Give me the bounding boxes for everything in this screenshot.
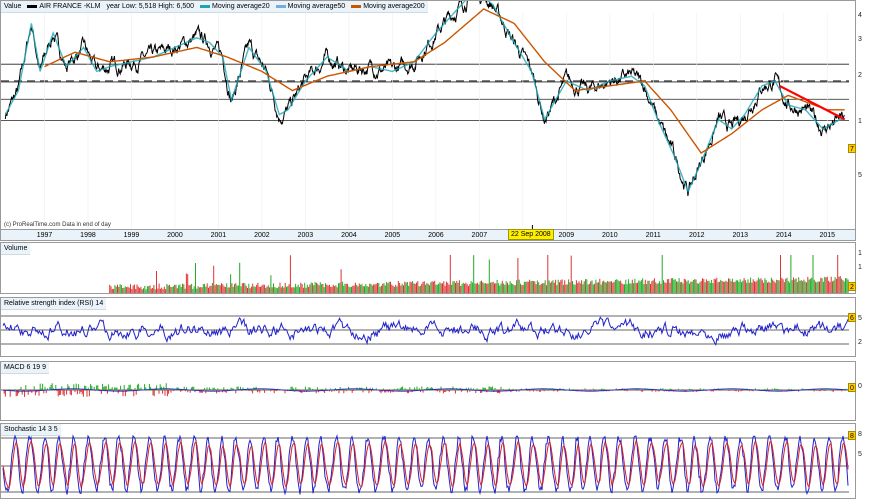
year-tick-6: 2003 bbox=[297, 232, 314, 239]
volume-bars-down bbox=[109, 255, 844, 293]
year-tick-4: 2001 bbox=[210, 232, 227, 239]
ma200-legend: Moving average200 bbox=[363, 3, 425, 10]
year-tick-3: 2000 bbox=[167, 232, 183, 239]
year-tick-9: 2006 bbox=[428, 232, 444, 239]
source-note: (c) ProRealTime.com Data in end of day bbox=[4, 222, 111, 228]
price-header: Value AIR FRANCE -KLM year Low: 5,518 Hi… bbox=[1, 1, 428, 13]
price-axis-2: 2 bbox=[858, 72, 862, 79]
stoch-badge: 8 bbox=[848, 431, 856, 440]
year-tick-10: 2007 bbox=[471, 232, 488, 239]
stoch-axis: 8 5 bbox=[856, 423, 880, 499]
volume-header: Volume bbox=[1, 243, 31, 255]
stoch-d-line bbox=[2, 440, 849, 489]
stoch-panel: Stochastic 14 3 5 bbox=[0, 423, 856, 499]
ma20-legend: Moving average20 bbox=[212, 3, 270, 10]
price-panel: Value AIR FRANCE -KLM year Low: 5,518 Hi… bbox=[0, 0, 856, 230]
rsi-axis-bottom: 2 bbox=[858, 339, 862, 346]
rsi-title: Relative strength index (RSI) 14 bbox=[4, 300, 104, 307]
price-axis-3: 3 bbox=[858, 36, 862, 43]
rsi-axis-top: 5 bbox=[858, 315, 862, 322]
ma20-line bbox=[4, 1, 845, 194]
year-tick-12: 2009 bbox=[558, 232, 575, 239]
year-tick-1: 1998 bbox=[80, 232, 96, 239]
price-line bbox=[4, 1, 845, 196]
stoch-axis-mid: 5 bbox=[858, 451, 862, 458]
year-tick-2: 1999 bbox=[123, 232, 140, 239]
volume-axis-mid: 1 bbox=[858, 264, 862, 271]
macd-title: MACD 6 19 9 bbox=[4, 364, 47, 371]
year-tick-17: 2014 bbox=[775, 232, 792, 239]
stoch-title: Stochastic 14 3 5 bbox=[4, 426, 58, 433]
macd-line bbox=[2, 388, 847, 392]
macd-plot[interactable] bbox=[1, 362, 856, 421]
ma200-line bbox=[44, 8, 845, 154]
year-tick-0: 1997 bbox=[36, 232, 53, 239]
rsi-plot[interactable] bbox=[1, 298, 856, 357]
volume-title: Volume bbox=[4, 245, 28, 252]
volume-plot[interactable] bbox=[1, 243, 856, 294]
volume-panel: Volume bbox=[0, 242, 856, 294]
macd-badge: 0 bbox=[848, 383, 856, 392]
macd-axis: 0 bbox=[856, 361, 880, 421]
year-tick-16: 2013 bbox=[732, 232, 749, 239]
rsi-axis: 5 2 bbox=[856, 297, 880, 357]
rsi-line bbox=[2, 316, 850, 346]
year-axis: 1997 1998 1999 2000 2001 2002 2003 2004 2005 2006… bbox=[0, 229, 856, 241]
price-axis: 4 3 2 1 5 bbox=[856, 0, 880, 230]
stoch-axis-top: 8 bbox=[858, 431, 862, 438]
price-axis-4: 4 bbox=[858, 12, 862, 19]
instrument-name: AIR FRANCE -KLM bbox=[39, 3, 101, 10]
rsi-panel: Relative strength index (RSI) 14 bbox=[0, 297, 856, 357]
year-tick-14: 2011 bbox=[645, 232, 661, 239]
year-tick-15: 2012 bbox=[688, 232, 705, 239]
year-tick-18: 2015 bbox=[819, 232, 836, 239]
cursor-date-label: 22 Sep 2008 bbox=[508, 229, 554, 240]
macd-header: MACD 6 19 9 bbox=[1, 362, 50, 374]
ma50-legend: Moving average50 bbox=[287, 3, 346, 10]
price-axis-1: 1 bbox=[858, 118, 862, 125]
price-badge: 7 bbox=[848, 144, 856, 153]
price-axis-5: 5 bbox=[858, 172, 862, 179]
stoch-header: Stochastic 14 3 5 bbox=[1, 424, 61, 436]
stoch-plot[interactable] bbox=[1, 424, 856, 499]
year-tick-5: 2002 bbox=[254, 232, 270, 239]
volume-axis-top: 1 bbox=[858, 250, 862, 257]
range-text: year Low: 5,518 High: 6,500 bbox=[106, 3, 195, 10]
rsi-header: Relative strength index (RSI) 14 bbox=[1, 298, 107, 310]
year-tick-13: 2010 bbox=[602, 232, 618, 239]
macd-panel: MACD 6 19 9 bbox=[0, 361, 856, 421]
macd-axis-zero: 0 bbox=[858, 383, 862, 390]
price-plot[interactable] bbox=[1, 1, 856, 230]
rsi-badge: 6 bbox=[848, 313, 856, 322]
year-tick-8: 2005 bbox=[384, 232, 401, 239]
volume-badge: 2 bbox=[848, 282, 856, 291]
value-label: Value bbox=[4, 3, 22, 10]
year-tick-7: 2004 bbox=[341, 232, 357, 239]
volume-bars-up bbox=[114, 255, 849, 293]
trend-line bbox=[778, 84, 846, 121]
volume-axis: 1 1 bbox=[856, 242, 880, 294]
